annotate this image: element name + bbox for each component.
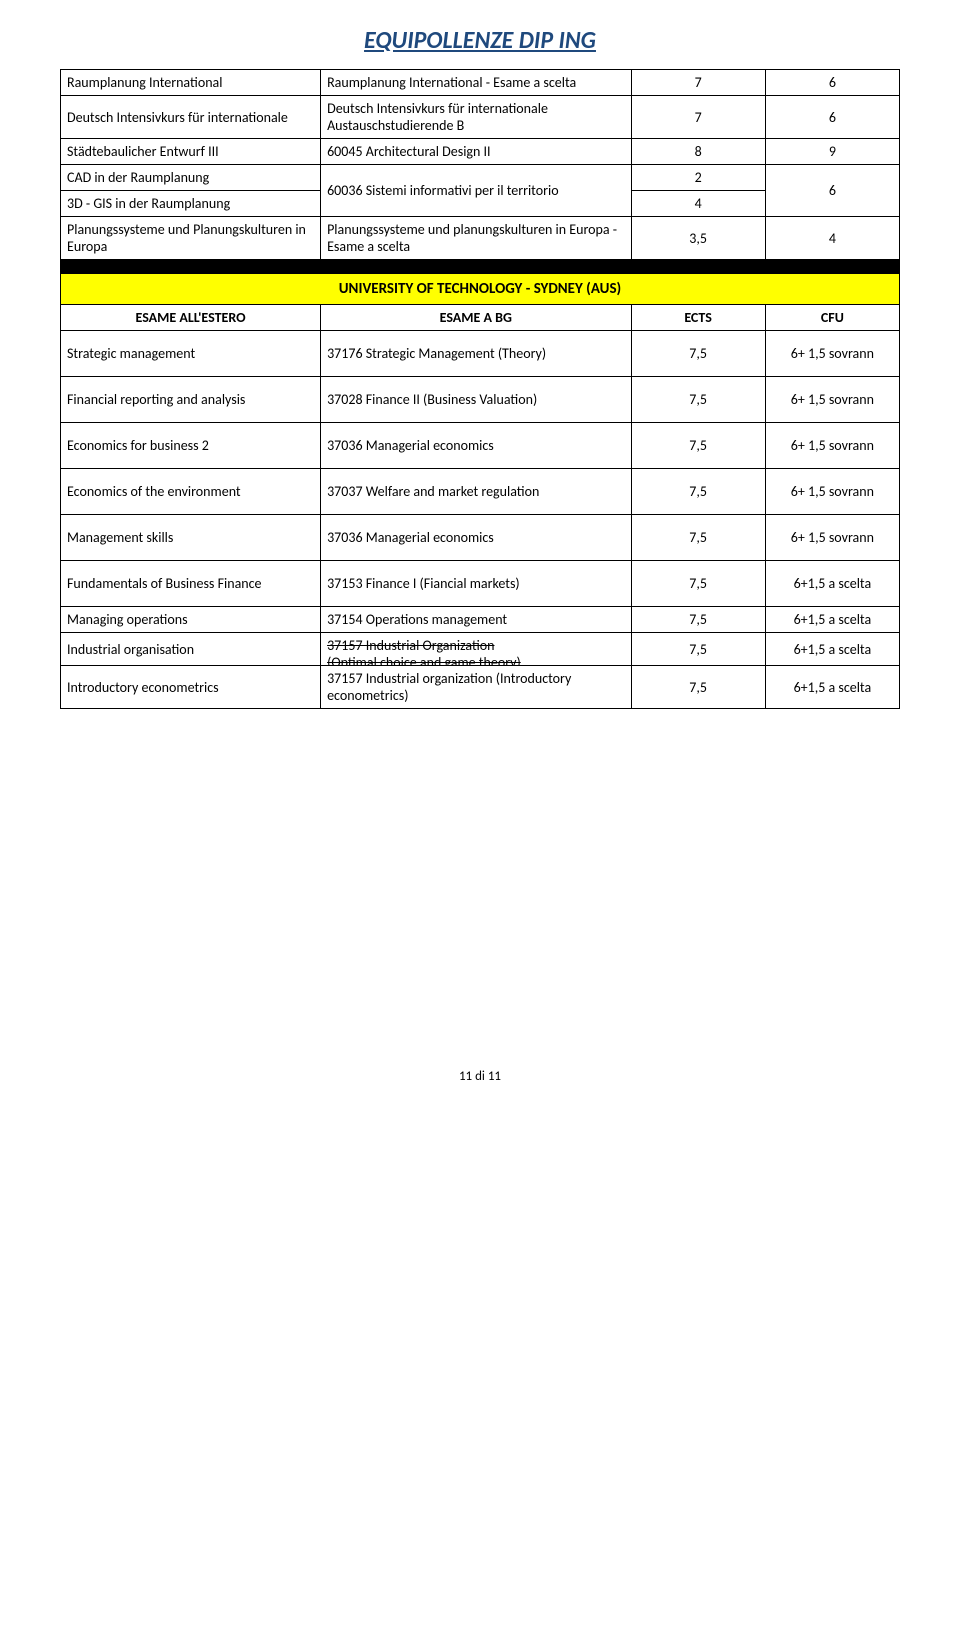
cell: 7,5 — [631, 331, 765, 377]
cell: 6+ 1,5 sovrann — [765, 515, 899, 561]
cell: Managing operations — [61, 607, 321, 633]
table-row: Economics for business 2 37036 Manageria… — [61, 423, 900, 469]
cell: 37157 Industrial organization (Introduct… — [321, 666, 631, 709]
cell: 7,5 — [631, 633, 765, 666]
table-row: Management skills 37036 Managerial econo… — [61, 515, 900, 561]
table-row: CAD in der Raumplanung 60036 Sistemi inf… — [61, 165, 900, 191]
cell: 6+ 1,5 sovrann — [765, 469, 899, 515]
cell: Economics of the environment — [61, 469, 321, 515]
table-row: Fundamentals of Business Finance 37153 F… — [61, 561, 900, 607]
cell: Economics for business 2 — [61, 423, 321, 469]
table-row: Raumplanung International Raumplanung In… — [61, 70, 900, 96]
cell: Management skills — [61, 515, 321, 561]
column-header-row: ESAME ALL'ESTERO ESAME A BG ECTS CFU — [61, 305, 900, 331]
table-row: Economics of the environment 37037 Welfa… — [61, 469, 900, 515]
cell: 4 — [765, 217, 899, 260]
separator-row — [61, 260, 900, 274]
table-row: Planungssysteme und Planungskulturen in … — [61, 217, 900, 260]
cell: 37036 Managerial economics — [321, 423, 631, 469]
cell: Städtebaulicher Entwurf III — [61, 139, 321, 165]
col-header: ECTS — [631, 305, 765, 331]
cell: 6+1,5 a scelta — [765, 561, 899, 607]
cell: 9 — [765, 139, 899, 165]
strike-text: 37157 Industrial Organization — [321, 633, 630, 654]
cell: 7 — [631, 70, 765, 96]
cell: Fundamentals of Business Finance — [61, 561, 321, 607]
cell: 7,5 — [631, 666, 765, 709]
cell: 7,5 — [631, 515, 765, 561]
cell: Introductory econometrics — [61, 666, 321, 709]
cell: 6+1,5 a scelta — [765, 633, 899, 666]
strike-text: (Optimal choice and game theory) — [321, 654, 630, 666]
cell: Strategic management — [61, 331, 321, 377]
cell: 7,5 — [631, 469, 765, 515]
cell: Financial reporting and analysis — [61, 377, 321, 423]
university-name: UNIVERSITY OF TECHNOLOGY - SYDNEY (AUS) — [61, 274, 900, 305]
cell: 37157 Industrial Organization (Optimal c… — [321, 633, 631, 666]
cell: 6 — [765, 70, 899, 96]
cell: 3D - GIS in der Raumplanung — [61, 191, 321, 217]
cell: 8 — [631, 139, 765, 165]
cell: 7,5 — [631, 607, 765, 633]
cell: Deutsch Intensivkurs für internationale … — [321, 96, 631, 139]
cell: 7,5 — [631, 423, 765, 469]
table-row: Industrial organisation 37157 Industrial… — [61, 633, 900, 666]
cell: 60036 Sistemi informativi per il territo… — [321, 165, 631, 217]
cell: 4 — [631, 191, 765, 217]
cell: 37153 Finance I (Fiancial markets) — [321, 561, 631, 607]
col-header: ESAME ALL'ESTERO — [61, 305, 321, 331]
cell: 7,5 — [631, 377, 765, 423]
cell: Planungssysteme und Planungskulturen in … — [61, 217, 321, 260]
page-title: EQUIPOLLENZE DIP ING — [60, 26, 900, 55]
cell: Industrial organisation — [61, 633, 321, 666]
cell: 6 — [765, 165, 899, 217]
university-header-row: UNIVERSITY OF TECHNOLOGY - SYDNEY (AUS) — [61, 274, 900, 305]
table-row: Städtebaulicher Entwurf III 60045 Archit… — [61, 139, 900, 165]
cell: Raumplanung International - Esame a scel… — [321, 70, 631, 96]
cell: Raumplanung International — [61, 70, 321, 96]
cell: 6+1,5 a scelta — [765, 666, 899, 709]
col-header: ESAME A BG — [321, 305, 631, 331]
cell: 60045 Architectural Design II — [321, 139, 631, 165]
cell: 6+ 1,5 sovrann — [765, 377, 899, 423]
cell: 2 — [631, 165, 765, 191]
col-header: CFU — [765, 305, 899, 331]
cell: 6 — [765, 96, 899, 139]
table-row: Managing operations 37154 Operations man… — [61, 607, 900, 633]
cell: 37176 Strategic Management (Theory) — [321, 331, 631, 377]
table-row: Strategic management 37176 Strategic Man… — [61, 331, 900, 377]
cell: 7,5 — [631, 561, 765, 607]
cell: CAD in der Raumplanung — [61, 165, 321, 191]
cell: 37154 Operations management — [321, 607, 631, 633]
cell: 7 — [631, 96, 765, 139]
cell: 3,5 — [631, 217, 765, 260]
table-row: Financial reporting and analysis 37028 F… — [61, 377, 900, 423]
cell: 37036 Managerial economics — [321, 515, 631, 561]
cell: 6+ 1,5 sovrann — [765, 423, 899, 469]
cell: 37037 Welfare and market regulation — [321, 469, 631, 515]
page-footer: 11 di 11 — [60, 1069, 900, 1084]
table-row: Deutsch Intensivkurs für internationale … — [61, 96, 900, 139]
cell: Planungssysteme und planungskulturen in … — [321, 217, 631, 260]
cell: 37028 Finance II (Business Valuation) — [321, 377, 631, 423]
equivalence-table: Raumplanung International Raumplanung In… — [60, 69, 900, 709]
cell: 6+1,5 a scelta — [765, 607, 899, 633]
table-row: Introductory econometrics 37157 Industri… — [61, 666, 900, 709]
cell: 6+ 1,5 sovrann — [765, 331, 899, 377]
cell: Deutsch Intensivkurs für internationale — [61, 96, 321, 139]
